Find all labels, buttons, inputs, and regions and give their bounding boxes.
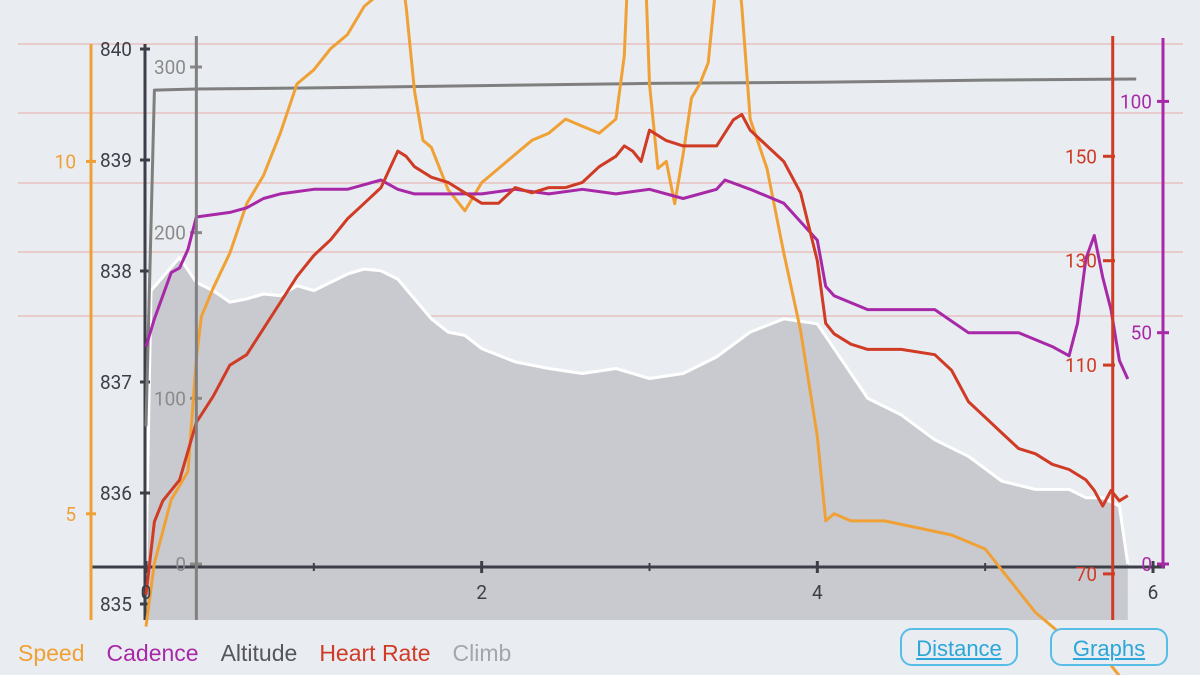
climb-tick-label-0: 0 xyxy=(175,553,186,576)
legend-altitude: Altitude xyxy=(220,640,298,666)
tick-labels: 0 2 4 6835836837838839840010020030051005010… xyxy=(55,38,1159,616)
altitude-tick-label-2: 837 xyxy=(100,371,132,394)
legend-speed: Speed xyxy=(18,640,85,666)
altitude-tick-label-0: 835 xyxy=(100,593,132,616)
series-speed xyxy=(144,0,1121,675)
climb-tick-label-1: 100 xyxy=(154,387,186,410)
series-altitude xyxy=(144,77,1137,427)
climb-area xyxy=(144,256,1130,620)
cadence-tick-label-0: 0 xyxy=(1141,553,1152,576)
cadence-tick-label-2: 100 xyxy=(1120,90,1152,113)
heart-rate-tick-label-1: 110 xyxy=(1065,354,1097,377)
graphs-button[interactable]: Graphs xyxy=(1050,628,1168,666)
climb-tick-label-2: 200 xyxy=(154,222,186,245)
altitude-tick-label-5: 840 xyxy=(100,38,132,61)
altitude-tick-label-1: 836 xyxy=(100,482,132,505)
x-tick-label-3: 6 xyxy=(1148,581,1159,604)
series-cadence xyxy=(144,178,1130,380)
x-tick-label-1: 2 xyxy=(476,581,487,604)
x-tick-label-2: 4 xyxy=(812,581,823,604)
legend-heart-rate: Heart Rate xyxy=(319,640,431,666)
speed-tick-label-0: 5 xyxy=(65,503,76,526)
series-lines xyxy=(144,0,1137,675)
heart-rate-tick-label-3: 150 xyxy=(1065,145,1097,168)
series-heart-rate xyxy=(144,113,1129,595)
altitude-tick-label-3: 838 xyxy=(100,260,132,283)
heart-rate-tick-label-0: 70 xyxy=(1076,563,1097,586)
legend-cadence: Cadence xyxy=(106,640,199,666)
heart-rate-tick-label-2: 130 xyxy=(1065,250,1097,273)
cursor-lines xyxy=(194,36,1115,620)
distance-button[interactable]: Distance xyxy=(900,628,1018,666)
climb-tick-label-3: 300 xyxy=(154,56,186,79)
climb-line xyxy=(144,256,1130,565)
cadence-tick-label-1: 50 xyxy=(1131,322,1152,345)
altitude-tick-label-4: 839 xyxy=(100,149,132,172)
climb-fill xyxy=(146,257,1128,620)
legend-climb: Climb xyxy=(452,640,512,666)
speed-tick-label-1: 10 xyxy=(55,150,76,173)
axes xyxy=(86,38,1169,620)
x-tick-label-0: 0 xyxy=(141,581,152,604)
legend: Speed Cadence Altitude Heart Rate Climb xyxy=(18,640,511,667)
